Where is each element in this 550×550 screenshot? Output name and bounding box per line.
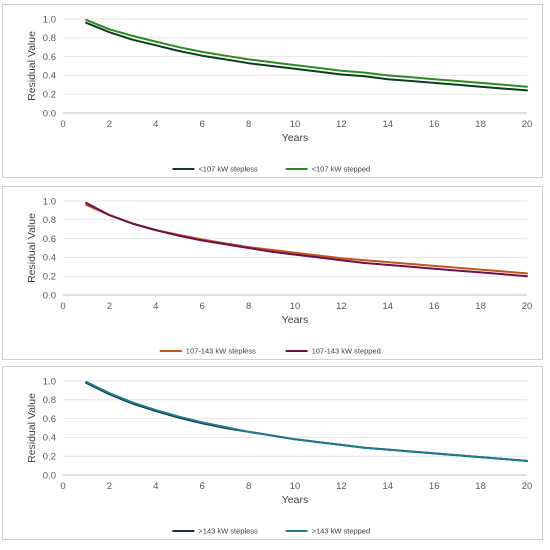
legend-label-2: <107 kW stepped xyxy=(312,165,371,174)
x-tick-label: 10 xyxy=(290,301,301,312)
x-tick-label: 0 xyxy=(60,119,65,130)
y-tick-label: 0.0 xyxy=(43,470,56,481)
y-axis-title: Residual Value xyxy=(26,213,38,283)
y-tick-label: 1.0 xyxy=(43,196,56,207)
x-tick-label: 16 xyxy=(429,481,440,492)
y-tick-label: 0.8 xyxy=(43,33,56,44)
chart-panel-under-107kw: 0.0 0.2 0.4 0.6 0.8 1.0 0 2 4 6 8 10 12 14 16 18 20 Years… xyxy=(2,4,543,178)
x-tick-label: 10 xyxy=(290,481,301,492)
line-chart-under-107kw: 0.0 0.2 0.4 0.6 0.8 1.0 0 2 4 6 8 10 12 14 16 18 20 Years… xyxy=(26,14,533,174)
line-chart-107-143kw: 0.0 0.2 0.4 0.6 0.8 1.0 0 2 4 6 8 10 12 14 16 18 20 Years… xyxy=(26,196,533,356)
x-tick-label: 18 xyxy=(475,481,486,492)
legend-label-1: 107-143 kW stepless xyxy=(186,347,256,356)
series-line-2 xyxy=(85,201,528,278)
y-tick-label: 0.2 xyxy=(43,272,56,283)
x-tick-label: 8 xyxy=(246,119,251,130)
y-tick-label: 0.4 xyxy=(43,71,56,82)
series-line-2 xyxy=(85,18,528,88)
chart-panel-107-143kw: 0.0 0.2 0.4 0.6 0.8 1.0 0 2 4 6 8 10 12 14 16 18 20 Years… xyxy=(2,186,543,360)
x-tick-label: 12 xyxy=(336,119,347,130)
x-tick-label: 8 xyxy=(246,301,251,312)
y-tick-label: 0.2 xyxy=(43,90,56,101)
x-tick-label: 6 xyxy=(200,301,205,312)
x-tick-label: 16 xyxy=(429,301,440,312)
x-tick-label: 20 xyxy=(522,481,533,492)
series-line-1 xyxy=(85,203,528,275)
chart-panel-over-143kw: 0.0 0.2 0.4 0.6 0.8 1.0 0 2 4 6 8 10 12 14 16 18 20 Years… xyxy=(2,366,543,540)
x-tick-label: 12 xyxy=(336,301,347,312)
x-tick-label: 6 xyxy=(200,481,205,492)
y-tick-label: 0.8 xyxy=(43,395,56,406)
x-tick-label: 14 xyxy=(383,119,394,130)
x-tick-label: 2 xyxy=(107,301,112,312)
x-tick-label: 12 xyxy=(336,481,347,492)
y-tick-label: 0.0 xyxy=(43,290,56,301)
line-chart-over-143kw: 0.0 0.2 0.4 0.6 0.8 1.0 0 2 4 6 8 10 12 14 16 18 20 Years… xyxy=(26,376,533,536)
x-tick-label: 2 xyxy=(107,481,112,492)
series-line-1 xyxy=(85,21,528,92)
x-axis-title: Years xyxy=(282,314,308,326)
y-tick-label: 0.6 xyxy=(43,414,56,425)
y-tick-label: 1.0 xyxy=(43,14,56,25)
x-tick-label: 4 xyxy=(153,481,158,492)
x-tick-label: 18 xyxy=(475,301,486,312)
y-tick-label: 0.6 xyxy=(43,234,56,245)
y-tick-label: 0.4 xyxy=(43,253,56,264)
legend-label-1: <107 kW stepless xyxy=(198,165,258,174)
x-tick-label: 4 xyxy=(153,301,158,312)
legend-label-1: >143 kW stepless xyxy=(198,527,258,536)
y-tick-label: 1.0 xyxy=(43,376,56,387)
series-line-1 xyxy=(85,381,528,462)
x-tick-label: 18 xyxy=(475,119,486,130)
legend-label-2: 107-143 kW stepped xyxy=(312,347,381,356)
y-tick-label: 0.2 xyxy=(43,452,56,463)
x-tick-label: 16 xyxy=(429,119,440,130)
y-axis-title: Residual Value xyxy=(26,393,38,463)
y-tick-label: 0.8 xyxy=(43,215,56,226)
x-axis-title: Years xyxy=(282,132,308,144)
series-line-2 xyxy=(85,380,528,462)
y-axis-title: Residual Value xyxy=(26,31,38,101)
x-tick-label: 0 xyxy=(60,301,65,312)
x-tick-label: 20 xyxy=(522,301,533,312)
x-tick-label: 2 xyxy=(107,119,112,130)
x-tick-label: 0 xyxy=(60,481,65,492)
x-tick-label: 4 xyxy=(153,119,158,130)
y-tick-label: 0.6 xyxy=(43,52,56,63)
y-tick-label: 0.4 xyxy=(43,433,56,444)
x-tick-label: 14 xyxy=(383,301,394,312)
x-tick-label: 10 xyxy=(290,119,301,130)
x-tick-label: 6 xyxy=(200,119,205,130)
x-tick-label: 14 xyxy=(383,481,394,492)
x-tick-label: 8 xyxy=(246,481,251,492)
x-axis-title: Years xyxy=(282,494,308,506)
legend-label-2: >143 kW stepped xyxy=(312,527,371,536)
x-tick-label: 20 xyxy=(522,119,533,130)
y-tick-label: 0.0 xyxy=(43,108,56,119)
